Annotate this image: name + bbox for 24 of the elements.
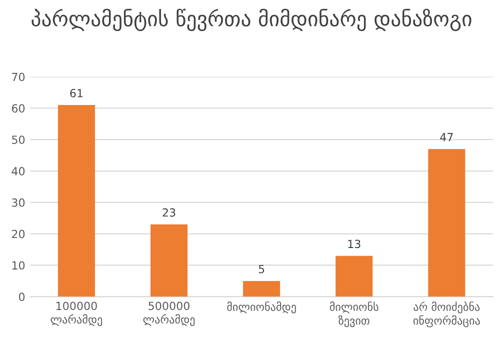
data-label: 23 (162, 208, 176, 217)
bar (150, 224, 188, 297)
y-tick-label: 70 (12, 72, 25, 82)
y-tick-label: 60 (12, 104, 25, 113)
y-tick-label: 10 (12, 261, 25, 270)
x-tick-label: არ მოიძებნა ინფორმაცია (413, 302, 480, 328)
y-tick-label: 50 (12, 136, 25, 144)
y-tick-label: 30 (12, 198, 25, 207)
bar (428, 149, 466, 297)
bar (58, 105, 95, 297)
y-tick-label: 20 (12, 230, 25, 238)
bar (336, 256, 373, 297)
bar (243, 280, 280, 297)
data-label: 47 (440, 133, 453, 142)
x-tick-label: 500000 ლარამდე (143, 302, 195, 326)
data-label: 61 (70, 88, 82, 98)
y-tick-label: 0 (18, 292, 25, 302)
x-tick-label: მილიონს ზევით (330, 302, 378, 328)
y-tick-label: 40 (12, 166, 25, 176)
data-label: 13 (348, 240, 360, 248)
data-label: 5 (258, 264, 264, 274)
chart-title: პარლამენტის წევრთა მიმდინარე დანაზოგი (32, 8, 472, 32)
x-tick-label: 100000 ლარამდე (50, 302, 102, 326)
x-tick-label: მილიონამდე (227, 302, 296, 314)
